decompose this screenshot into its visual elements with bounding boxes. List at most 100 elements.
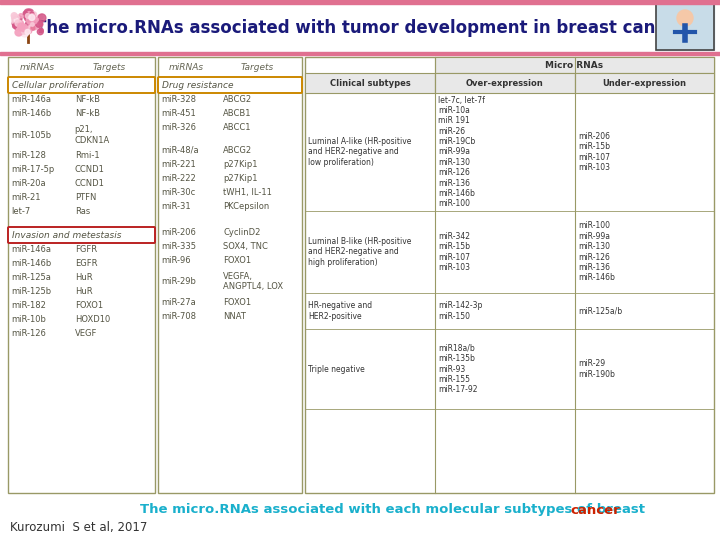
Text: FGFR: FGFR: [75, 246, 96, 254]
Circle shape: [24, 14, 32, 22]
Text: Luminal A-like (HR-positive
and HER2-negative and
low proliferation): Luminal A-like (HR-positive and HER2-neg…: [308, 137, 411, 167]
Text: miR-126: miR-126: [11, 329, 46, 339]
Circle shape: [24, 15, 27, 19]
Circle shape: [29, 14, 35, 20]
Circle shape: [27, 26, 32, 32]
Text: cancer: cancer: [570, 503, 620, 516]
Text: HuR: HuR: [75, 273, 92, 282]
Text: FOXO1: FOXO1: [75, 301, 103, 310]
Text: miR-30c: miR-30c: [161, 188, 195, 197]
Text: miR-10b: miR-10b: [11, 315, 46, 325]
Text: Triple negative: Triple negative: [308, 364, 365, 374]
Circle shape: [12, 15, 19, 22]
Circle shape: [21, 30, 28, 37]
Circle shape: [27, 16, 34, 24]
Text: HOXD10: HOXD10: [75, 315, 110, 325]
Circle shape: [30, 18, 33, 21]
Circle shape: [17, 26, 22, 31]
Text: miR-146b: miR-146b: [11, 110, 51, 118]
Text: ABCB1: ABCB1: [223, 110, 252, 118]
Text: tWH1, IL-11: tWH1, IL-11: [223, 188, 272, 197]
Text: Targets: Targets: [241, 64, 274, 72]
Bar: [575, 73, 714, 93]
Circle shape: [677, 10, 693, 26]
FancyBboxPatch shape: [8, 227, 155, 243]
Text: miR-96: miR-96: [161, 256, 191, 265]
Bar: [305, 57, 714, 493]
Text: ABCG2: ABCG2: [223, 96, 253, 105]
Circle shape: [22, 30, 26, 34]
Text: NF-kB: NF-kB: [75, 110, 99, 118]
Text: miR-125b: miR-125b: [11, 287, 51, 296]
Circle shape: [14, 18, 18, 22]
Text: miR-206: miR-206: [161, 228, 196, 237]
Text: miR-125a: miR-125a: [11, 273, 51, 282]
FancyBboxPatch shape: [8, 77, 155, 93]
Circle shape: [12, 12, 17, 18]
Text: miR-21: miR-21: [11, 193, 40, 202]
Text: miR-708: miR-708: [161, 312, 196, 321]
Text: miR-146b: miR-146b: [11, 260, 51, 268]
Circle shape: [15, 29, 22, 36]
Text: ABCG2: ABCG2: [223, 146, 253, 155]
Circle shape: [38, 14, 46, 22]
Text: miR-48/a: miR-48/a: [161, 146, 199, 155]
Text: miR-182: miR-182: [11, 301, 46, 310]
Text: PTFN: PTFN: [75, 193, 96, 202]
Circle shape: [12, 24, 17, 28]
Text: HR-negative and
HER2-positive: HR-negative and HER2-positive: [308, 301, 372, 321]
Bar: [435, 73, 575, 93]
Text: The micro.RNAs associated with each molecular subtypes of breast: The micro.RNAs associated with each mole…: [140, 503, 649, 516]
Circle shape: [26, 11, 32, 18]
Text: miR-335: miR-335: [161, 242, 196, 251]
Text: miR-206
miR-15b
miR-107
miR-103: miR-206 miR-15b miR-107 miR-103: [578, 132, 610, 172]
Bar: [305, 73, 435, 93]
Text: miR-328: miR-328: [161, 96, 196, 105]
Circle shape: [24, 9, 32, 17]
Circle shape: [37, 15, 42, 20]
Text: Invasion and metestasis: Invasion and metestasis: [12, 231, 122, 240]
Text: miR-29
miR-190b: miR-29 miR-190b: [578, 359, 615, 379]
Text: Micro RNAs: Micro RNAs: [546, 60, 603, 70]
FancyBboxPatch shape: [158, 77, 302, 93]
Text: miR-342
miR-15b
miR-107
miR-103: miR-342 miR-15b miR-107 miR-103: [438, 232, 470, 272]
Text: Cellular proliferation: Cellular proliferation: [12, 80, 104, 90]
Text: CyclinD2: CyclinD2: [223, 228, 261, 237]
Text: miRNAs: miRNAs: [169, 64, 204, 72]
Text: SOX4, TNC: SOX4, TNC: [223, 242, 269, 251]
Text: miR-20a: miR-20a: [11, 179, 45, 188]
Text: FOXO1: FOXO1: [223, 298, 251, 307]
Text: FOXO1: FOXO1: [223, 256, 251, 265]
Text: miR-326: miR-326: [161, 124, 196, 132]
Text: PKCepsilon: PKCepsilon: [223, 202, 269, 211]
Circle shape: [17, 30, 23, 36]
Text: miR-128: miR-128: [11, 152, 46, 160]
Circle shape: [35, 18, 38, 22]
Bar: [158, 57, 302, 493]
Text: miR-142-3p
miR-150: miR-142-3p miR-150: [438, 301, 482, 321]
Circle shape: [29, 20, 32, 24]
Text: Clinical subtypes: Clinical subtypes: [330, 78, 410, 87]
Text: miRNAs: miRNAs: [19, 64, 55, 72]
Text: miR-29b: miR-29b: [161, 278, 196, 286]
Text: miR-146a: miR-146a: [11, 96, 51, 105]
Text: let-7: let-7: [11, 207, 30, 217]
Circle shape: [30, 14, 32, 17]
Text: p27Kip1: p27Kip1: [223, 174, 258, 183]
Text: CCND1: CCND1: [75, 179, 104, 188]
Circle shape: [17, 16, 22, 22]
Text: Rmi-1: Rmi-1: [75, 152, 99, 160]
Text: miR-100
miR-99a
miR-130
miR-126
miR-136
miR-146b: miR-100 miR-99a miR-130 miR-126 miR-136 …: [578, 221, 615, 282]
Circle shape: [31, 12, 37, 17]
Circle shape: [30, 17, 37, 24]
Text: Under-expression: Under-expression: [603, 78, 686, 87]
Text: Over-expression: Over-expression: [466, 78, 544, 87]
Circle shape: [37, 29, 43, 35]
Circle shape: [31, 26, 35, 30]
Circle shape: [38, 22, 43, 27]
Text: NF-kB: NF-kB: [75, 96, 99, 105]
Text: The micro.RNAs associated with tumor development in breast cancer: The micro.RNAs associated with tumor dev…: [35, 19, 685, 37]
Text: NNAT: NNAT: [223, 312, 246, 321]
Text: miR-31: miR-31: [161, 202, 191, 211]
Circle shape: [18, 23, 24, 30]
